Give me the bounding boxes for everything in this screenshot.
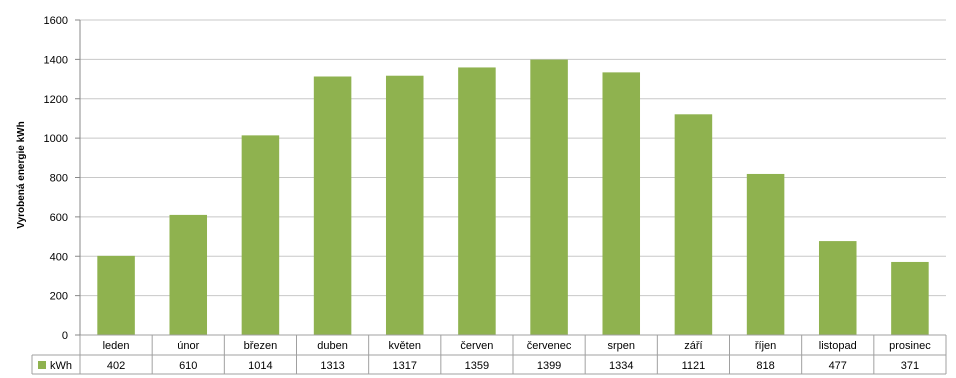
y-tick-label: 800 — [50, 173, 68, 185]
category-label: říjen — [755, 340, 776, 352]
y-tick-label: 400 — [50, 251, 68, 263]
bar — [97, 255, 135, 335]
data-label: 371 — [901, 360, 919, 372]
category-label: červenec — [527, 340, 572, 352]
y-tick-label: 1000 — [44, 133, 68, 145]
data-label: 1121 — [682, 360, 706, 372]
y-tick-label: 0 — [62, 330, 68, 342]
y-tick-label: 200 — [50, 291, 68, 303]
y-tick-label: 1600 — [44, 15, 68, 27]
category-label: září — [684, 340, 702, 352]
gridlines — [80, 19, 946, 336]
bar — [169, 214, 208, 335]
data-label: 1014 — [248, 360, 272, 372]
category-label: únor — [177, 340, 199, 352]
category-label: červen — [460, 340, 493, 352]
legend-label: kWh — [50, 360, 72, 372]
y-axis-label: Vyrobená energie kWh — [16, 121, 27, 228]
bar — [746, 173, 785, 335]
bar — [385, 75, 424, 335]
data-label: 1317 — [393, 360, 417, 372]
category-label: březen — [244, 340, 278, 352]
category-label: leden — [103, 340, 130, 352]
data-label: 1334 — [609, 360, 633, 372]
data-label: 477 — [829, 360, 847, 372]
bar — [458, 67, 496, 336]
data-label: 1399 — [537, 360, 561, 372]
legend-swatch — [38, 361, 46, 369]
bar — [530, 59, 568, 336]
y-tick-label: 600 — [50, 212, 68, 224]
category-label: prosinec — [889, 340, 931, 352]
bar — [602, 72, 641, 336]
y-tick-label: 1200 — [44, 94, 68, 106]
y-axis: 0 200 400 600 800 1000 1200 1400 1600 — [44, 15, 81, 342]
category-label: duben — [317, 340, 348, 352]
data-label: 818 — [756, 360, 774, 372]
category-label: srpen — [607, 340, 635, 352]
category-label: listopad — [819, 340, 857, 352]
bar — [241, 135, 280, 335]
data-label: 402 — [107, 360, 125, 372]
category-label: květen — [389, 340, 421, 352]
bar — [313, 76, 352, 336]
y-tick-label: 1400 — [44, 54, 68, 66]
bar — [674, 114, 713, 335]
data-label: 610 — [179, 360, 197, 372]
bar — [818, 241, 857, 335]
data-label: 1359 — [465, 360, 489, 372]
bars — [97, 59, 929, 336]
data-label: 1313 — [320, 360, 344, 372]
data-table: leden únor březen duben květen červen červenec… — [31, 334, 947, 375]
bar — [891, 261, 929, 335]
